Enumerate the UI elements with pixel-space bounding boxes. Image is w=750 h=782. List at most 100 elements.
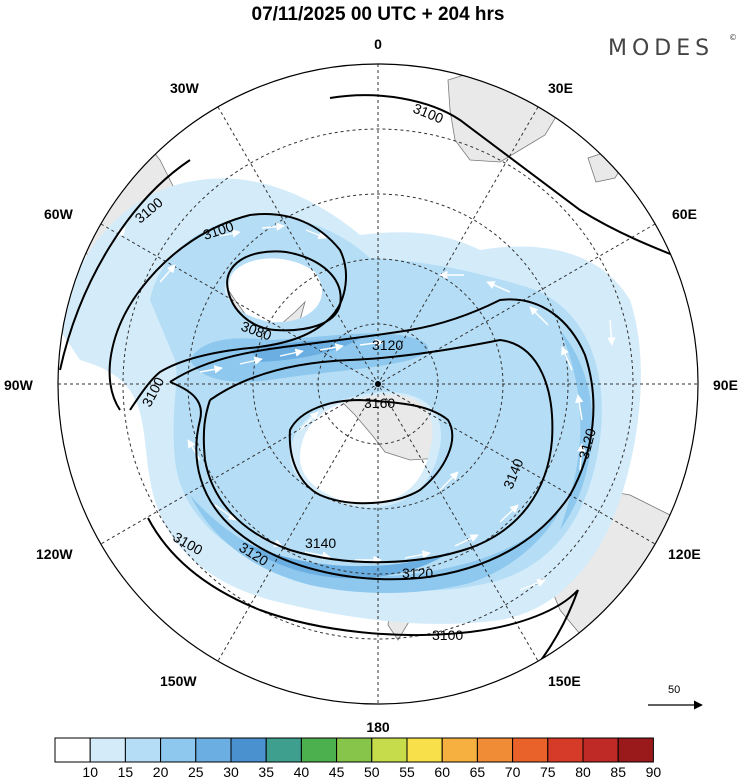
wind-vector bbox=[214, 504, 237, 521]
contour-3140 bbox=[202, 338, 554, 564]
brand-name: MODES bbox=[608, 36, 714, 61]
wind-shade-20-band bbox=[150, 215, 602, 591]
wind-vector bbox=[577, 443, 586, 471]
contour-label-3120: 3120 bbox=[372, 337, 403, 353]
colorbar-swatch bbox=[371, 737, 408, 763]
reference-vector: 50 bbox=[648, 684, 703, 710]
colorbar-label: 30 bbox=[223, 764, 239, 780]
colorbar-swatch bbox=[476, 737, 514, 763]
wind-vector bbox=[529, 306, 549, 326]
contour-3160 bbox=[288, 398, 454, 505]
contour-label-3140: 3140 bbox=[305, 535, 336, 551]
colorbar-label: 35 bbox=[258, 764, 274, 780]
colorbar-label: 15 bbox=[118, 764, 134, 780]
map-border bbox=[57, 63, 699, 705]
wind-vector bbox=[239, 356, 263, 365]
wind-vector bbox=[561, 346, 573, 371]
wind-vector bbox=[187, 439, 201, 461]
colorbar: 10 15 20 25 30 35 40 45 50 55 60 65 70 75 80 85 90 bbox=[54, 737, 662, 780]
wind-vector bbox=[519, 578, 546, 591]
colorbar-label: 80 bbox=[575, 764, 591, 780]
wind-vector bbox=[261, 222, 285, 231]
colorbar-swatch bbox=[195, 737, 232, 763]
wind-vector bbox=[279, 348, 304, 357]
wind-vector bbox=[404, 550, 431, 559]
contour-label-3120: 3120 bbox=[402, 565, 433, 581]
colorbar-label: 45 bbox=[329, 764, 345, 780]
contour-3100-west bbox=[108, 213, 347, 411]
longitude-label-90w: 90W bbox=[4, 377, 34, 393]
colorbar-label: 25 bbox=[188, 764, 204, 780]
longitude-label-180: 180 bbox=[366, 719, 390, 735]
colorbar-swatch bbox=[160, 737, 197, 763]
wind-shade-25-east bbox=[560, 330, 593, 530]
colorbar-label: 10 bbox=[82, 764, 98, 780]
colorbar-label: 75 bbox=[540, 764, 556, 780]
polar-map: 3100 3100 3100 3100 3100 3100 3080 3120 … bbox=[57, 63, 699, 705]
wind-vector bbox=[299, 411, 319, 431]
wind-vector bbox=[486, 281, 511, 293]
longitude-label-30w: 30W bbox=[170, 80, 200, 96]
wind-vector bbox=[607, 319, 616, 346]
colorbar-swatch bbox=[124, 737, 162, 763]
wind-vector bbox=[159, 264, 176, 283]
wind-vector bbox=[439, 471, 459, 491]
colorbar-swatch bbox=[54, 737, 91, 763]
longitude-label-150w: 150W bbox=[160, 673, 197, 689]
wind-shade-30-jet bbox=[250, 338, 360, 362]
contour-3100-north bbox=[329, 94, 698, 266]
south-pole-marker bbox=[375, 381, 381, 387]
brand-logo: MODES © bbox=[608, 33, 737, 61]
colorbar-label: 40 bbox=[294, 764, 310, 780]
longitude-label-120e: 120E bbox=[668, 546, 701, 562]
colorbar-label: 55 bbox=[399, 764, 415, 780]
colorbar-swatch bbox=[547, 737, 584, 763]
contour-3080 bbox=[226, 250, 342, 332]
longitude-label-90e: 90E bbox=[713, 377, 738, 393]
colorbar-swatch bbox=[406, 737, 443, 763]
contour-3100-outer-west bbox=[59, 159, 191, 371]
longitude-labels: 0 30E 60E 90E 120E 150E 180 150W 120W 90… bbox=[4, 36, 738, 735]
colorbar-label: 70 bbox=[505, 764, 521, 780]
wind-vector bbox=[359, 338, 384, 348]
contour-label-3100: 3100 bbox=[432, 627, 463, 643]
brand-mark: © bbox=[729, 33, 737, 42]
colorbar-swatch bbox=[617, 737, 654, 763]
longitude-label-150e: 150E bbox=[548, 673, 581, 689]
latitude-circle bbox=[122, 128, 634, 640]
wind-vector bbox=[575, 394, 584, 421]
longitude-label-60e: 60E bbox=[672, 206, 697, 222]
wind-shade-25-band bbox=[190, 333, 429, 382]
colorbar-label: 90 bbox=[646, 764, 662, 780]
colorbar-swatch bbox=[265, 737, 302, 763]
colorbar-label: 20 bbox=[153, 764, 169, 780]
longitude-label-0: 0 bbox=[374, 36, 382, 52]
contour-3100-southwest bbox=[147, 517, 579, 637]
wind-vector bbox=[199, 365, 223, 374]
colorbar-label: 60 bbox=[434, 764, 450, 780]
colorbar-swatch bbox=[89, 737, 126, 763]
contour-3120-inner bbox=[169, 298, 595, 581]
colorbar-swatch bbox=[230, 737, 267, 763]
wind-shade-30-core bbox=[240, 540, 450, 579]
wind-vector bbox=[319, 343, 344, 352]
contour-label-3160: 3160 bbox=[364, 395, 395, 411]
colorbar-swatch bbox=[512, 737, 549, 763]
wind-vector bbox=[219, 229, 241, 238]
wind-vector bbox=[499, 504, 519, 523]
contour-label-3120: 3120 bbox=[575, 426, 599, 460]
colorbar-label: 65 bbox=[470, 764, 486, 780]
colorbar-swatch bbox=[441, 737, 478, 763]
height-contours bbox=[59, 94, 698, 704]
colorbar-label: 85 bbox=[610, 764, 626, 780]
colorbar-swatch bbox=[336, 737, 373, 763]
wind-vector bbox=[454, 534, 479, 547]
colorbar-swatch bbox=[582, 737, 619, 763]
wind-vector bbox=[304, 551, 331, 560]
wind-vector bbox=[305, 229, 327, 240]
longitude-label-60w: 60W bbox=[44, 206, 74, 222]
reference-vector-label: 50 bbox=[668, 684, 680, 696]
longitude-label-120w: 120W bbox=[36, 546, 73, 562]
map-title: 07/11/2025 00 UTC + 204 hrs bbox=[252, 4, 505, 25]
colorbar-swatch bbox=[300, 737, 338, 763]
